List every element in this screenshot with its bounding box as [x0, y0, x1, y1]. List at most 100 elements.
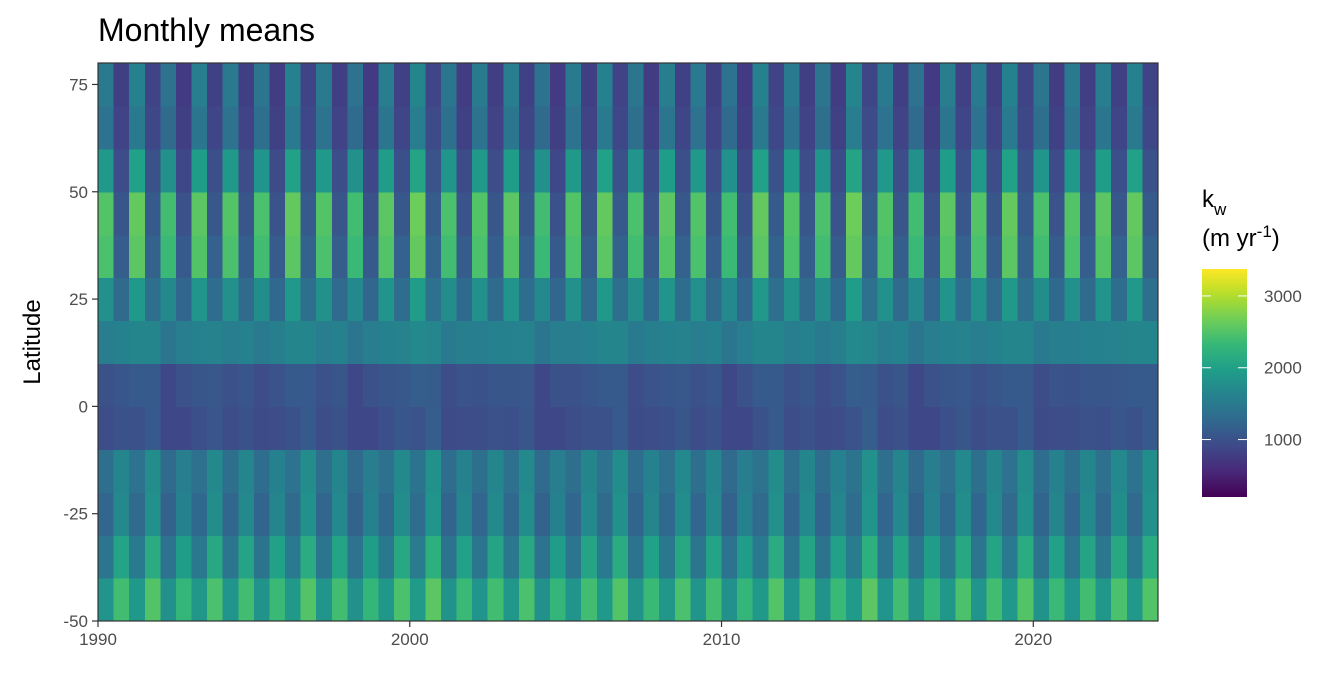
- heat-cell: [581, 63, 598, 107]
- heat-cell: [253, 535, 271, 579]
- heat-cell: [456, 406, 473, 450]
- heat-cell: [144, 277, 161, 322]
- heat-cell: [98, 148, 115, 193]
- heat-cell: [690, 320, 707, 365]
- heat-cell: [1064, 492, 1081, 536]
- heat-cell: [207, 191, 224, 236]
- heat-cell: [1033, 105, 1050, 150]
- heat-cell: [721, 535, 738, 579]
- heat-cell: [394, 277, 411, 322]
- heat-cell: [1064, 63, 1081, 107]
- heat-cell: [565, 535, 582, 579]
- heat-cell: [1080, 492, 1097, 536]
- heat-cell: [534, 105, 551, 150]
- heat-cell: [285, 105, 302, 150]
- heat-cell: [456, 363, 473, 407]
- heat-cell: [721, 148, 738, 193]
- heat-cell: [970, 492, 988, 536]
- heat-cell: [674, 191, 691, 236]
- heat-cell: [1002, 105, 1019, 150]
- heat-cell: [1017, 277, 1034, 322]
- heat-cell: [316, 234, 333, 279]
- heat-cell: [175, 105, 193, 150]
- heat-cell: [363, 105, 380, 150]
- heat-cell: [191, 277, 208, 322]
- heat-cell: [503, 148, 520, 193]
- heat-cell: [253, 63, 271, 107]
- heat-cell: [269, 320, 286, 365]
- heat-cell: [300, 234, 317, 279]
- heat-cell: [690, 363, 707, 407]
- heat-cell: [705, 148, 723, 193]
- heat-cell: [1048, 320, 1066, 365]
- heat-cell: [737, 406, 754, 450]
- plot-frame: [97, 62, 1159, 622]
- heat-cell: [347, 406, 364, 450]
- heat-cell: [331, 191, 349, 236]
- heat-cell: [659, 63, 676, 107]
- heat-cell: [565, 105, 582, 150]
- heat-cell: [1126, 191, 1144, 236]
- heat-cell: [877, 492, 894, 536]
- heat-cell: [815, 105, 832, 150]
- heat-cell: [1095, 449, 1112, 493]
- heat-cell: [487, 277, 504, 322]
- heat-cell: [207, 320, 224, 365]
- heat-cell: [596, 277, 614, 322]
- heat-cell: [534, 63, 551, 107]
- heat-cell: [643, 234, 660, 279]
- heat-cell: [799, 406, 816, 450]
- heat-cell: [674, 277, 691, 322]
- heat-cell: [222, 406, 239, 450]
- heat-cell: [363, 449, 380, 493]
- heat-cell: [705, 105, 723, 150]
- heat-cell: [924, 277, 941, 322]
- heat-cell: [596, 148, 614, 193]
- heat-cell: [175, 148, 193, 193]
- heat-cell: [846, 148, 863, 193]
- heat-cell: [269, 578, 286, 622]
- heat-cell: [768, 492, 785, 536]
- heat-cell: [144, 320, 161, 365]
- heat-cell: [705, 363, 723, 407]
- heat-cell: [643, 63, 660, 107]
- heat-cell: [238, 363, 255, 407]
- heat-cell: [207, 148, 224, 193]
- heat-cell: [456, 105, 473, 150]
- heat-cell: [674, 578, 691, 622]
- heat-cell: [518, 234, 536, 279]
- heat-cell: [737, 234, 754, 279]
- heat-cell: [285, 234, 302, 279]
- heat-cell: [893, 406, 910, 450]
- heat-cell: [456, 277, 473, 322]
- heat-cell: [409, 363, 426, 407]
- heat-cell: [1126, 449, 1144, 493]
- heat-cell: [581, 406, 598, 450]
- heat-cell: [1095, 148, 1112, 193]
- heat-cell: [1080, 148, 1097, 193]
- heat-cell: [830, 148, 847, 193]
- heat-cell: [1111, 105, 1128, 150]
- heat-cell: [440, 191, 458, 236]
- heat-cell: [955, 535, 972, 579]
- heat-cell: [113, 277, 130, 322]
- heat-cell: [269, 63, 286, 107]
- heat-cell: [98, 105, 115, 150]
- heat-cell: [550, 363, 567, 407]
- heat-cell: [690, 277, 707, 322]
- heat-cell: [394, 191, 411, 236]
- x-tick-label: 1990: [79, 630, 117, 649]
- heat-cell: [378, 277, 395, 322]
- heat-cell: [144, 449, 161, 493]
- heat-cell: [1126, 406, 1144, 450]
- heat-cell: [316, 63, 333, 107]
- heat-cell: [705, 449, 723, 493]
- heat-cell: [877, 234, 894, 279]
- heat-cell: [970, 63, 988, 107]
- heat-cell: [815, 234, 832, 279]
- heat-cell: [472, 449, 489, 493]
- heat-cell: [518, 277, 536, 322]
- heat-cell: [425, 191, 442, 236]
- heat-cell: [238, 320, 255, 365]
- heat-cell: [674, 105, 691, 150]
